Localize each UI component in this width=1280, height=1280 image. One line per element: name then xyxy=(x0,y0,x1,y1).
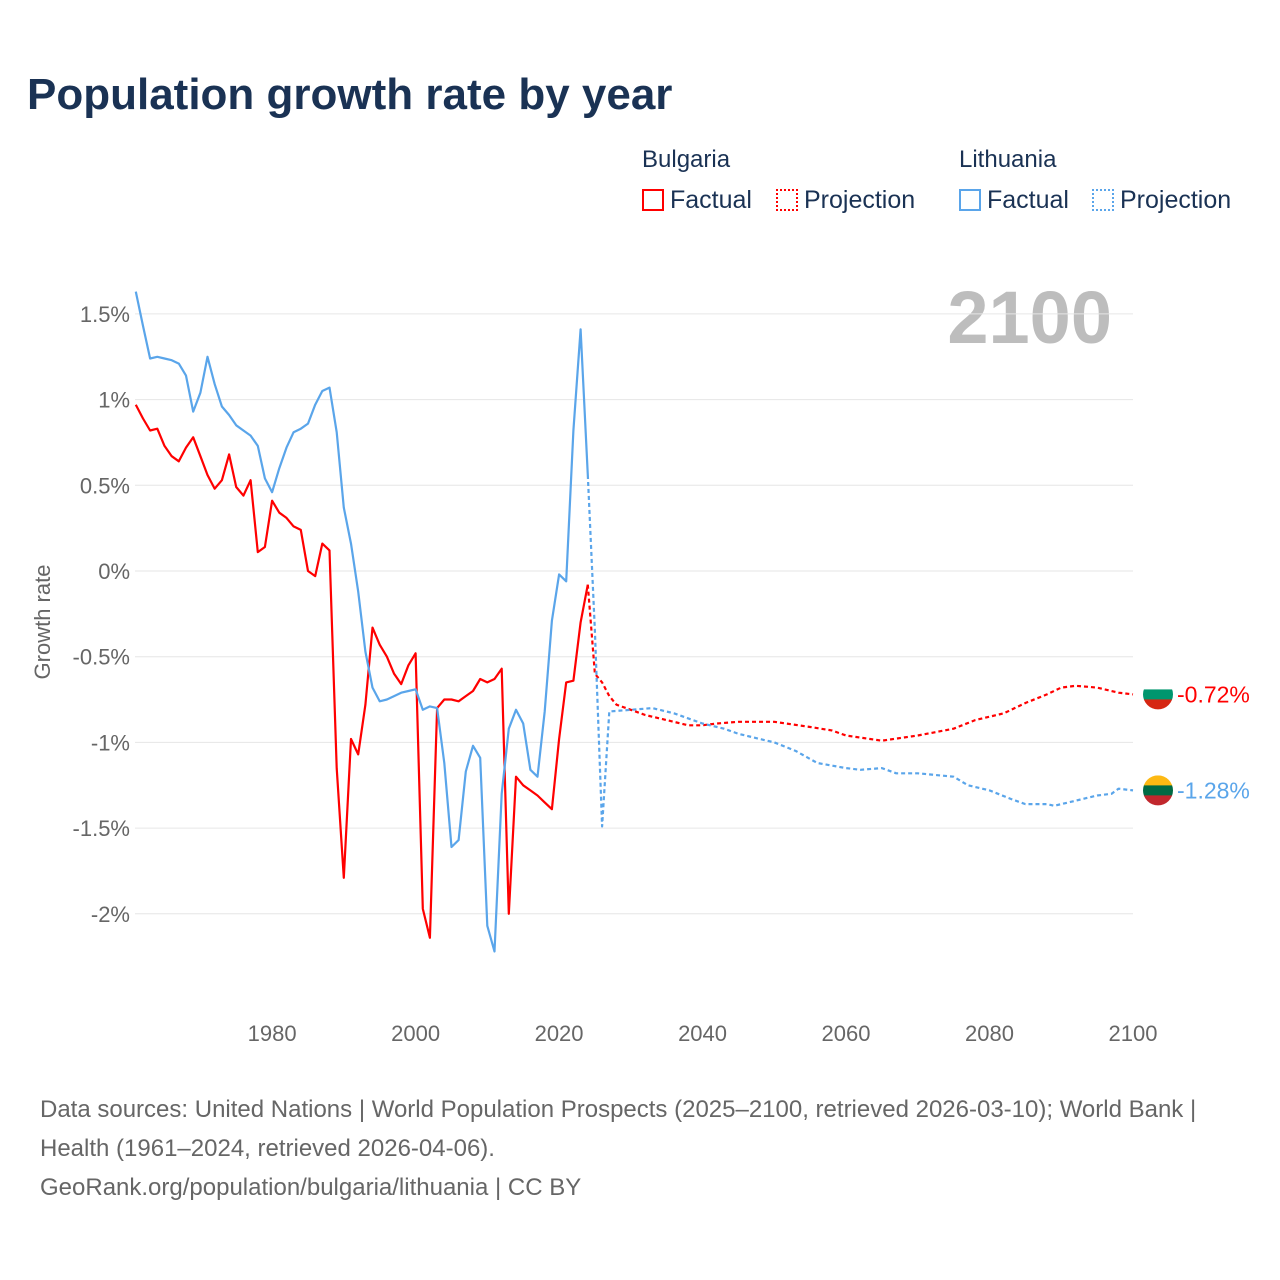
legend-label: Factual xyxy=(987,186,1069,214)
legend-lithuania-projection[interactable]: Projection xyxy=(1092,186,1231,215)
x-tick-label: 1980 xyxy=(248,1021,297,1046)
legend-group-lithuania: Lithuania xyxy=(959,146,1057,173)
series-line-bulgaria-projection xyxy=(586,584,1134,742)
legend-label: Projection xyxy=(804,186,916,214)
y-tick-label: 1% xyxy=(98,388,130,413)
legend-label: Projection xyxy=(1120,186,1232,214)
x-tick-label: 2020 xyxy=(535,1021,584,1046)
legend-swatch-solid xyxy=(959,189,981,211)
flag-icon-bulgaria xyxy=(1143,679,1173,710)
y-tick-label: -1.5% xyxy=(73,816,130,841)
flag-stripe xyxy=(1143,795,1173,806)
y-tick-label: 1.5% xyxy=(80,302,130,327)
series-line-lithuania-factual xyxy=(134,291,589,953)
source-link[interactable]: GeoRank.org/population/bulgaria/lithuani… xyxy=(40,1174,582,1201)
flag-stripe xyxy=(1143,699,1173,710)
flag-stripe xyxy=(1143,785,1173,796)
y-axis-label: Growth rate xyxy=(30,565,55,680)
flag-stripe xyxy=(1143,689,1173,700)
flag-stripe xyxy=(1143,775,1173,786)
x-tick-label: 2080 xyxy=(965,1021,1014,1046)
y-tick-label: 0.5% xyxy=(80,473,130,498)
end-value-label: -0.72% xyxy=(1177,681,1250,707)
data-sources: Data sources: United Nations | World Pop… xyxy=(40,1090,1240,1207)
source-text: Data sources: United Nations | World Pop… xyxy=(40,1096,1197,1162)
y-tick-label: -2% xyxy=(91,902,130,927)
year-watermark: 2100 xyxy=(947,276,1112,359)
legend-label: Factual xyxy=(670,186,752,214)
x-tick-label: 2100 xyxy=(1109,1021,1158,1046)
legend-swatch-dotted xyxy=(1092,189,1114,211)
flag-stripe xyxy=(1143,679,1173,690)
legend-lithuania-factual[interactable]: Factual xyxy=(959,186,1069,215)
legend-swatch-dotted xyxy=(776,189,798,211)
end-value-label: -1.28% xyxy=(1177,777,1250,803)
x-tick-label: 2000 xyxy=(391,1021,440,1046)
legend-bulgaria-projection[interactable]: Projection xyxy=(776,186,915,215)
flag-icon-lithuania xyxy=(1143,775,1173,806)
y-tick-label: -1% xyxy=(91,730,130,755)
y-tick-label: -0.5% xyxy=(73,645,130,670)
y-tick-label: 0% xyxy=(98,559,130,584)
x-tick-label: 2060 xyxy=(822,1021,871,1046)
chart-title: Population growth rate by year xyxy=(27,70,673,119)
series-line-bulgaria-factual xyxy=(134,404,589,939)
legend-group-bulgaria: Bulgaria xyxy=(642,146,731,173)
x-tick-label: 2040 xyxy=(678,1021,727,1046)
legend-swatch-solid xyxy=(642,189,664,211)
legend-bulgaria-factual[interactable]: Factual xyxy=(642,186,752,215)
series-line-lithuania-projection xyxy=(586,474,1134,828)
